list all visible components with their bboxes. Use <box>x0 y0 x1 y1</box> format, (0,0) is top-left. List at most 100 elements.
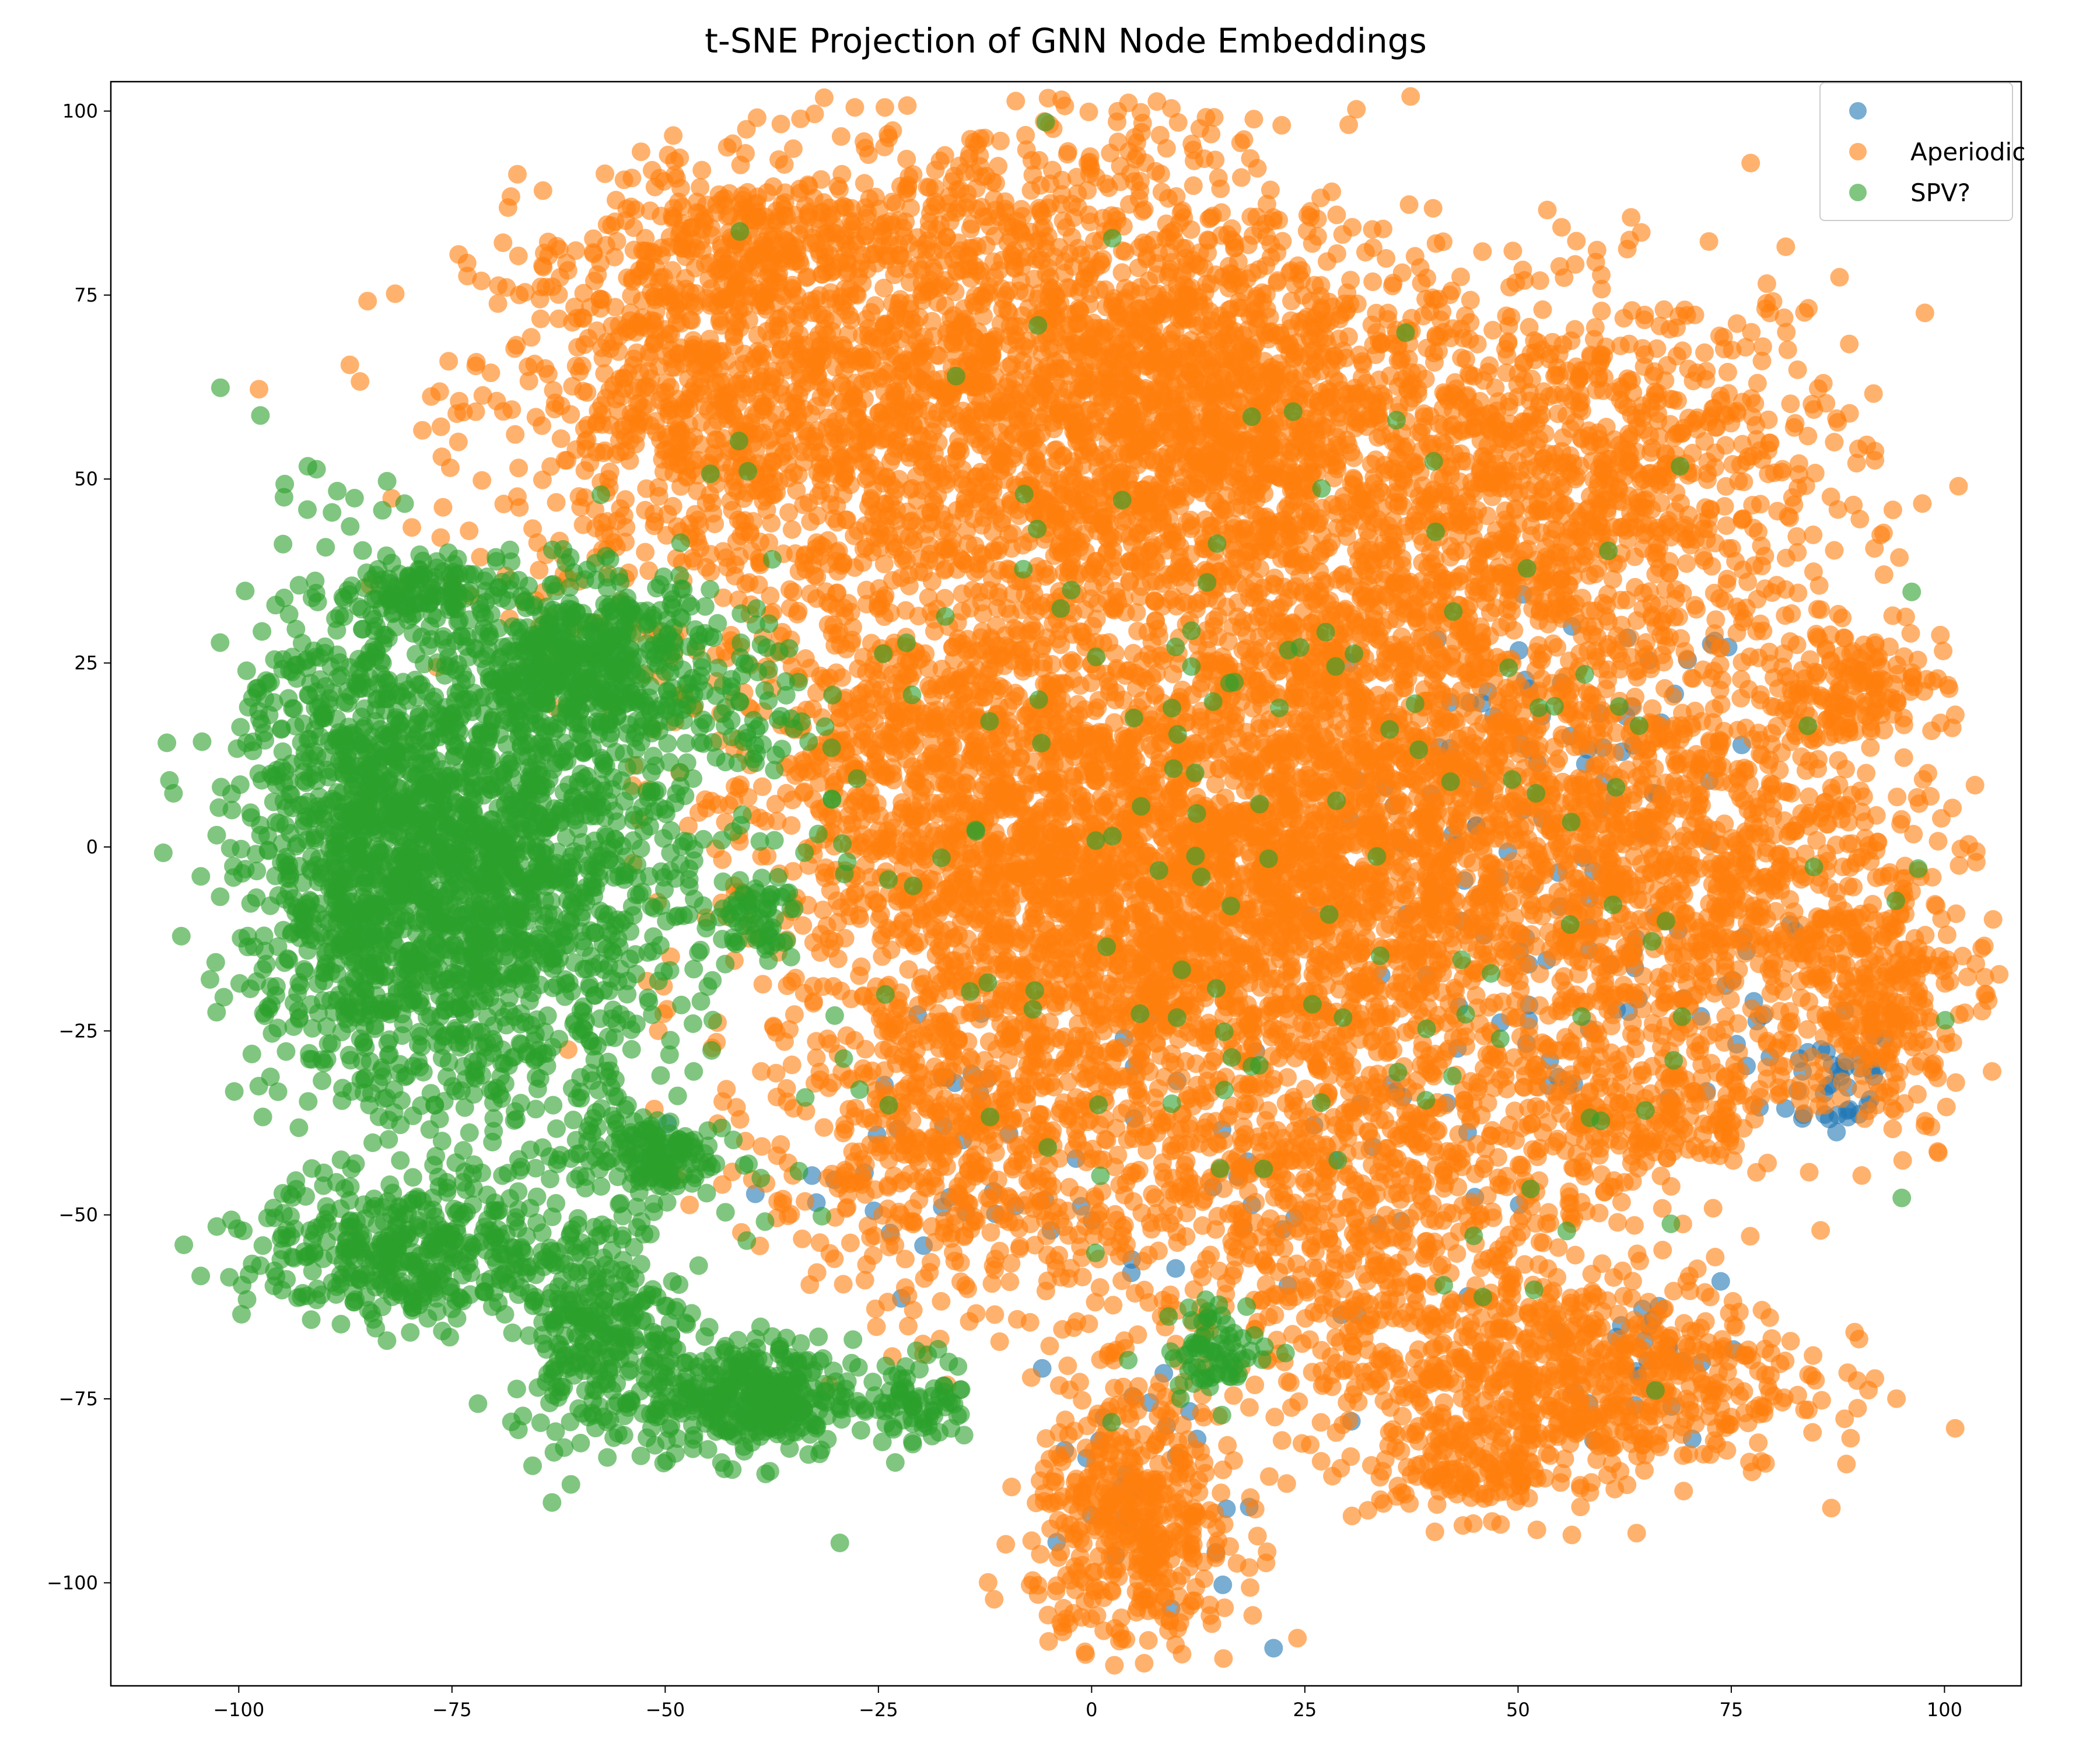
data-point <box>1033 464 1052 484</box>
data-point <box>674 230 693 250</box>
data-point <box>947 442 967 461</box>
data-point <box>894 227 914 246</box>
data-point <box>904 165 923 184</box>
data-point <box>1156 229 1175 248</box>
data-point <box>832 473 852 492</box>
series-aperiodic <box>250 87 2009 1675</box>
data-point <box>1022 151 1041 170</box>
data-point <box>1072 380 1091 399</box>
data-point <box>531 309 550 328</box>
data-point <box>638 318 657 338</box>
data-point <box>1010 317 1029 336</box>
data-point <box>1019 410 1038 429</box>
data-point <box>1168 284 1187 303</box>
data-point <box>1264 212 1283 230</box>
data-point <box>533 416 552 435</box>
data-point <box>1097 528 1116 547</box>
data-point <box>450 391 469 411</box>
data-point <box>881 452 900 471</box>
data-point <box>783 139 803 158</box>
data-point <box>1341 271 1360 290</box>
data-point <box>575 461 594 480</box>
data-point <box>608 401 628 421</box>
data-point <box>430 382 449 401</box>
data-point <box>692 160 712 180</box>
data-point <box>680 398 698 418</box>
data-point <box>449 245 468 264</box>
data-point <box>1220 271 1239 290</box>
data-point <box>1262 441 1280 460</box>
data-point <box>1391 351 1410 370</box>
data-point <box>1284 349 1303 369</box>
data-point <box>1155 464 1174 484</box>
data-point <box>1741 153 1760 173</box>
data-point <box>769 328 788 348</box>
data-point <box>1711 1272 1730 1291</box>
data-point <box>1167 187 1186 206</box>
data-point <box>610 421 629 439</box>
data-point <box>668 421 687 440</box>
data-point <box>538 232 558 251</box>
data-point <box>616 490 635 509</box>
data-point <box>501 187 520 206</box>
data-point <box>551 268 570 287</box>
data-point <box>1006 92 1026 111</box>
data-point <box>1063 452 1082 471</box>
data-point <box>870 368 890 387</box>
data-point <box>1751 614 1770 634</box>
data-point <box>1399 195 1419 214</box>
data-point <box>782 520 802 539</box>
data-point <box>718 558 737 577</box>
data-point <box>509 246 528 265</box>
data-point <box>985 367 1005 386</box>
data-point <box>502 400 522 419</box>
data-point <box>791 109 810 128</box>
data-point <box>783 582 803 601</box>
data-point <box>829 541 848 561</box>
data-point <box>561 405 580 424</box>
data-point <box>685 359 705 378</box>
data-point <box>494 233 513 253</box>
data-point <box>745 349 764 368</box>
data-point <box>1533 300 1552 319</box>
data-point <box>972 167 992 186</box>
data-point <box>795 335 814 355</box>
data-point <box>859 319 878 338</box>
data-point <box>988 438 1007 457</box>
data-point <box>991 131 1010 150</box>
data-point <box>738 254 757 273</box>
data-point <box>1154 412 1173 432</box>
data-point <box>916 374 936 393</box>
data-point <box>433 498 453 517</box>
data-point <box>530 561 549 580</box>
data-point <box>915 454 935 473</box>
data-point <box>1377 249 1396 268</box>
data-point <box>1327 205 1346 225</box>
data-point <box>935 146 954 165</box>
data-point <box>1701 501 1720 520</box>
data-point <box>1253 292 1272 311</box>
data-point <box>1028 289 1047 309</box>
data-point <box>761 388 780 407</box>
data-point <box>687 192 706 212</box>
data-point <box>1016 125 1035 145</box>
data-point <box>571 498 590 517</box>
data-point <box>1151 164 1170 184</box>
data-point <box>1162 99 1181 118</box>
data-point <box>1112 263 1132 282</box>
data-point <box>812 481 831 500</box>
data-point <box>1535 424 1555 443</box>
data-point <box>902 310 921 329</box>
data-point <box>972 423 992 442</box>
data-point <box>718 138 737 157</box>
data-point <box>973 403 992 422</box>
data-point <box>1352 383 1371 402</box>
data-point <box>663 349 682 369</box>
data-point <box>1591 346 1610 365</box>
data-point <box>509 459 528 478</box>
data-point <box>1778 340 1797 359</box>
data-point <box>460 522 479 540</box>
data-point <box>1199 317 1218 336</box>
data-point <box>1825 433 1844 452</box>
data-point <box>605 247 624 267</box>
